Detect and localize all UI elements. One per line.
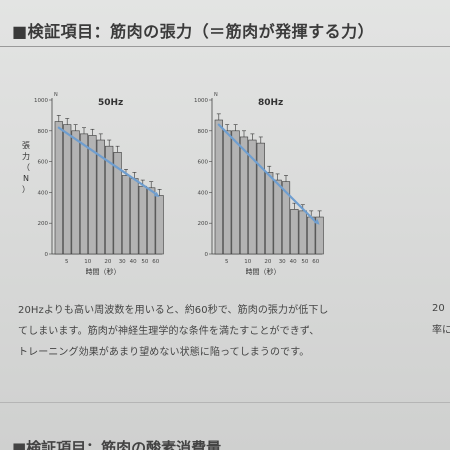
bar (147, 187, 156, 255)
x-tick-label: 50 (141, 259, 148, 265)
y-tick-label: 200 (198, 221, 209, 227)
x-tick-label: 5 (225, 259, 229, 265)
trend-arrow-line (217, 123, 316, 222)
x-tick-label: 10 (84, 259, 91, 265)
chart-title: 50Hz (98, 98, 123, 108)
bar (130, 178, 139, 255)
x-axis-label: 時間（秒） (246, 267, 281, 276)
x-tick-label: 50 (301, 259, 308, 265)
chart-title: 80Hz (258, 98, 283, 108)
y-axis-label-char: N (23, 174, 29, 183)
side-fragment-2: 率に (432, 325, 450, 336)
y-tick-label: 400 (198, 190, 209, 196)
body-line-1: 20Hzよりも高い周波数を用いると、約60秒で、筋肉の張力が低下し (18, 305, 329, 316)
trend-arrow-line (57, 126, 156, 195)
section-divider (0, 402, 450, 403)
body-line-3: トレーニング効果があまり望めない状態に陥ってしまうのです。 (18, 347, 310, 358)
heading-rule (0, 46, 450, 47)
bar (307, 216, 316, 255)
y-axis-label-char: ） (22, 185, 30, 194)
x-axis-label: 時間（秒） (86, 267, 121, 276)
bar (96, 139, 105, 255)
bar (79, 133, 89, 255)
bar (138, 185, 147, 255)
bar (121, 175, 131, 255)
y-tick-label: 0 (205, 252, 209, 258)
bar (239, 136, 249, 255)
x-tick-label: 20 (264, 259, 271, 265)
side-fragment-1: 20 (432, 303, 445, 314)
x-tick-label: 10 (244, 259, 251, 265)
y-tick-label: 800 (38, 129, 49, 135)
bar (256, 142, 265, 255)
y-axis-label-char: 張 (22, 141, 30, 150)
x-tick-label: 60 (312, 259, 319, 265)
y-tick-label: 1000 (194, 98, 208, 104)
bar (248, 139, 257, 255)
bar (54, 121, 63, 255)
x-tick-label: 40 (290, 259, 297, 265)
x-tick-label: 40 (130, 259, 137, 265)
y-tick-label: 800 (198, 129, 209, 135)
bar (223, 130, 232, 255)
bar (265, 172, 274, 255)
y-tick-label: 600 (198, 160, 209, 166)
body-line-2: てしまいます。筋肉が神経生理学的な条件を満たすことができず、 (18, 326, 320, 337)
y-tick-label: 1000 (34, 98, 48, 104)
x-tick-label: 20 (104, 259, 111, 265)
bar (298, 210, 307, 255)
y-tick-label: 400 (38, 190, 49, 196)
bar (231, 130, 240, 255)
y-unit-label: N (214, 92, 218, 98)
bar (71, 130, 80, 255)
y-axis-label-char: （ (22, 163, 30, 172)
y-tick-label: 200 (38, 221, 49, 227)
y-unit-label: N (54, 92, 58, 98)
x-tick-label: 30 (119, 259, 126, 265)
x-tick-label: 60 (152, 259, 159, 265)
y-tick-label: 600 (38, 160, 49, 166)
y-axis-label-char: 力 (22, 151, 30, 161)
x-tick-label: 30 (279, 259, 286, 265)
next-section-heading: ■検証項目：筋肉の酸素消費量 (12, 439, 222, 450)
chart-1: 50Hz N 0 200 400 600 800 1000 張力 （ N ） 5 10 20 30 40 50 60… (22, 92, 164, 276)
trend-arrow-head (313, 219, 320, 225)
bar (63, 124, 72, 255)
y-tick-label: 0 (45, 252, 49, 258)
bar (214, 119, 223, 255)
trend-arrow-head (153, 191, 160, 198)
body-paragraph: 20Hzよりも高い周波数を用いると、約60秒で、筋肉の張力が低下し てしまいます… (18, 300, 386, 363)
bar (155, 195, 164, 255)
x-tick-label: 5 (65, 259, 69, 265)
bar (273, 179, 282, 255)
adjacent-column-fragment: 20 率に (432, 298, 450, 342)
section-heading: ■検証項目：筋肉の張力（＝筋肉が発揮する力） (12, 22, 375, 41)
bar (290, 209, 299, 255)
